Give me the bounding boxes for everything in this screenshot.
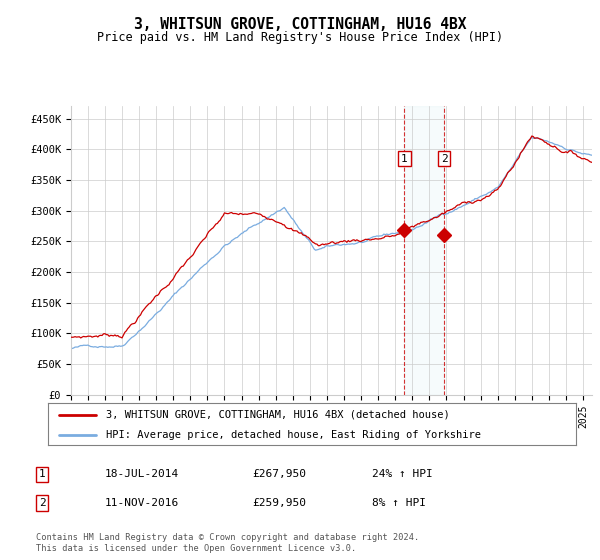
Text: 3, WHITSUN GROVE, COTTINGHAM, HU16 4BX (detached house): 3, WHITSUN GROVE, COTTINGHAM, HU16 4BX (… bbox=[106, 410, 450, 420]
Text: 18-JUL-2014: 18-JUL-2014 bbox=[105, 469, 179, 479]
Text: Contains HM Land Registry data © Crown copyright and database right 2024.
This d: Contains HM Land Registry data © Crown c… bbox=[36, 533, 419, 553]
Text: 11-NOV-2016: 11-NOV-2016 bbox=[105, 498, 179, 508]
Text: 1: 1 bbox=[401, 153, 408, 164]
Text: £259,950: £259,950 bbox=[252, 498, 306, 508]
Text: 1: 1 bbox=[38, 469, 46, 479]
Text: 3, WHITSUN GROVE, COTTINGHAM, HU16 4BX: 3, WHITSUN GROVE, COTTINGHAM, HU16 4BX bbox=[134, 17, 466, 32]
Bar bbox=[404, 106, 444, 395]
Text: £267,950: £267,950 bbox=[252, 469, 306, 479]
Text: Price paid vs. HM Land Registry's House Price Index (HPI): Price paid vs. HM Land Registry's House … bbox=[97, 31, 503, 44]
Text: HPI: Average price, detached house, East Riding of Yorkshire: HPI: Average price, detached house, East… bbox=[106, 430, 481, 440]
Text: 2: 2 bbox=[38, 498, 46, 508]
Text: 2: 2 bbox=[441, 153, 448, 164]
Text: 8% ↑ HPI: 8% ↑ HPI bbox=[372, 498, 426, 508]
Text: 24% ↑ HPI: 24% ↑ HPI bbox=[372, 469, 433, 479]
